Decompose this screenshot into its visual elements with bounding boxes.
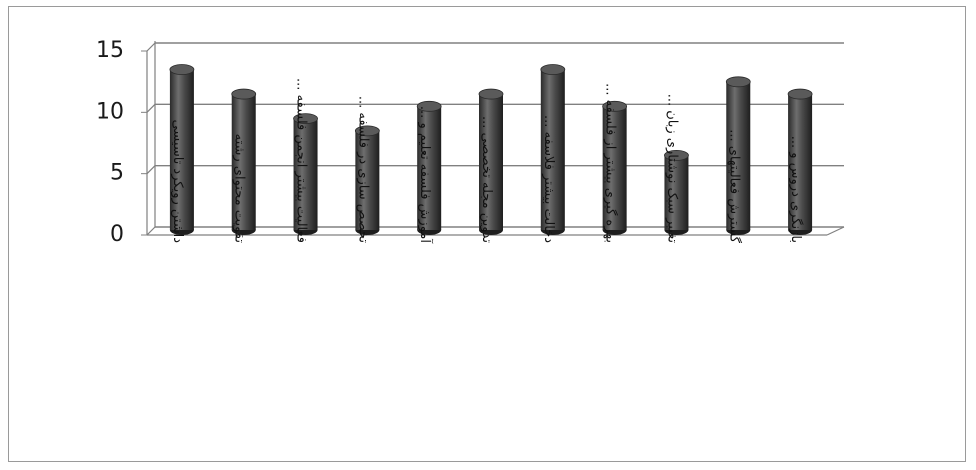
bar-body xyxy=(355,130,380,230)
gridline-depth xyxy=(146,42,156,52)
bar-top xyxy=(540,64,566,75)
x-tick-label: تدوین مجله تخصصی ... xyxy=(479,116,494,243)
bar-chart: 0 5 10 15 داشتن رویکرد تاسیسی تقویت محتوای ر… xyxy=(96,38,845,247)
bar-top xyxy=(664,149,689,161)
floor-right-edge xyxy=(826,226,845,236)
x-tick-label: تغییر سبک نوشتاری زبان ... xyxy=(664,94,679,244)
bar-body xyxy=(293,118,318,230)
bar-body xyxy=(788,94,813,230)
chart-frame: 0 5 10 15 داشتن رویکرد تاسیسی تقویت محتوای ر… xyxy=(8,6,966,462)
bar xyxy=(664,149,689,235)
y-tick-label: 15 xyxy=(96,38,124,63)
bar-top xyxy=(478,88,504,100)
bar-body xyxy=(169,69,194,231)
gridline-depth xyxy=(146,103,156,113)
y-axis: 0 5 10 15 xyxy=(96,38,148,247)
x-tick-label: داشتن رویکرد تاسیسی xyxy=(170,119,185,243)
bar-top xyxy=(725,76,751,88)
y-tick-label: 10 xyxy=(96,99,124,124)
bar-top xyxy=(231,88,257,100)
bar xyxy=(540,64,566,235)
chart-walls xyxy=(146,41,845,236)
y-tick-label: 5 xyxy=(110,161,124,186)
x-tick-label: تخصص سازی در فلسفه ... xyxy=(355,96,370,244)
x-tick-label: تقویت محتوای رشته xyxy=(232,134,247,244)
bar xyxy=(787,88,813,235)
x-tick-label: گسترش فعالیتهای ... xyxy=(726,129,742,244)
bar-body xyxy=(231,94,256,230)
bar-body xyxy=(479,94,503,230)
bar xyxy=(354,125,380,235)
bar-top xyxy=(602,100,628,112)
bar xyxy=(231,88,257,235)
bar xyxy=(478,88,504,235)
bar xyxy=(416,100,442,235)
bar-top xyxy=(787,88,813,100)
bar-body xyxy=(540,69,565,231)
bar xyxy=(602,100,628,235)
bar-body xyxy=(602,106,627,230)
bar-body xyxy=(726,81,751,230)
bar-body xyxy=(417,106,442,230)
gridline-depth xyxy=(146,165,156,175)
x-tick-label: بهره گیری بیشتر از فلسفه ... xyxy=(603,83,619,243)
x-tick-label: دخالت بیشتر فلاسفه ... xyxy=(541,115,556,243)
x-tick-label: فعالیت بیشتر انجمن فلسفه ... xyxy=(294,78,309,243)
bar xyxy=(725,76,751,235)
x-tick-label: بازنگری دروس و ... xyxy=(788,136,804,243)
bar xyxy=(169,64,195,235)
bar-top xyxy=(293,113,318,124)
x-axis-labels: داشتن رویکرد تاسیسی تقویت محتوای رشته فعال… xyxy=(170,78,804,244)
bar-body xyxy=(664,155,689,230)
bar xyxy=(293,113,318,235)
x-tick-label: آموزش فلسفه تعلیم و ... xyxy=(417,106,434,244)
y-tick-label: 0 xyxy=(110,222,124,247)
bar-top xyxy=(416,100,442,112)
bars xyxy=(169,64,813,235)
bar-top xyxy=(169,64,195,75)
bar-top xyxy=(354,125,380,137)
floor-left-edge xyxy=(146,226,156,236)
